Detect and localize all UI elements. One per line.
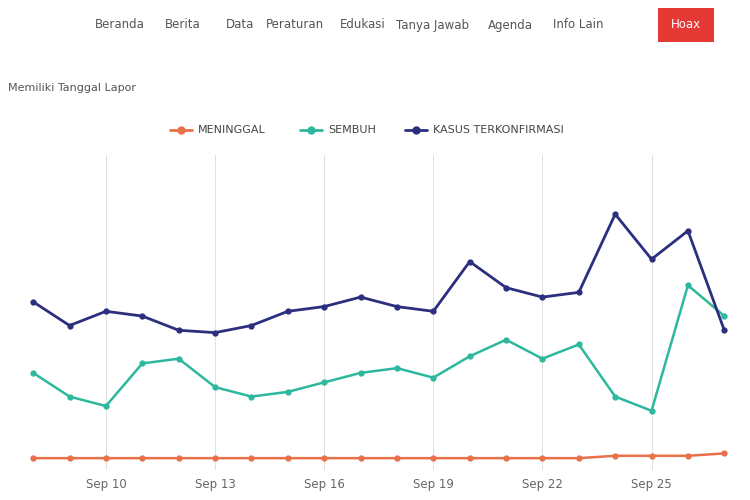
Text: Memiliki Tanggal Lapor: Memiliki Tanggal Lapor <box>8 83 136 93</box>
Text: Hoax: Hoax <box>671 18 701 32</box>
Text: Data: Data <box>226 18 254 32</box>
Text: SEMBUH: SEMBUH <box>328 125 376 135</box>
Text: MENINGGAL: MENINGGAL <box>198 125 266 135</box>
FancyBboxPatch shape <box>658 8 714 42</box>
Text: Tanya Jawab: Tanya Jawab <box>395 18 469 32</box>
Text: Edukasi: Edukasi <box>340 18 386 32</box>
Text: KASUS TERKONFIRMASI: KASUS TERKONFIRMASI <box>433 125 564 135</box>
Text: Berita: Berita <box>165 18 201 32</box>
Text: Agenda: Agenda <box>488 18 532 32</box>
Text: Info Lain: Info Lain <box>553 18 603 32</box>
Text: Beranda: Beranda <box>95 18 145 32</box>
Text: Peraturan: Peraturan <box>266 18 324 32</box>
